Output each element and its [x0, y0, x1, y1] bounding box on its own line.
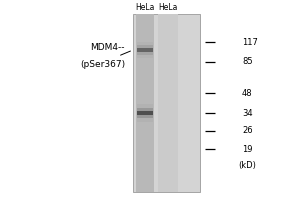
Bar [133, 14, 200, 192]
Text: 34: 34 [242, 109, 253, 118]
Text: HeLa: HeLa [158, 3, 178, 12]
Bar [158, 14, 178, 192]
Bar [137, 45, 153, 48]
Bar [137, 115, 153, 118]
Text: 19: 19 [242, 145, 253, 154]
Text: 85: 85 [242, 57, 253, 66]
Bar [137, 42, 153, 45]
Bar [137, 111, 153, 115]
Text: 117: 117 [242, 38, 258, 47]
Bar [137, 108, 153, 111]
Bar [137, 48, 153, 52]
Text: 26: 26 [242, 126, 253, 135]
Bar [137, 104, 153, 108]
Text: HeLa: HeLa [135, 3, 155, 12]
Bar [137, 55, 153, 58]
Bar [137, 52, 153, 55]
Bar [137, 118, 153, 122]
Bar [136, 14, 154, 192]
Text: (pSer367): (pSer367) [80, 60, 125, 69]
Text: MDM4--: MDM4-- [91, 43, 125, 52]
Text: (kD): (kD) [238, 161, 256, 170]
Text: 48: 48 [242, 89, 253, 98]
